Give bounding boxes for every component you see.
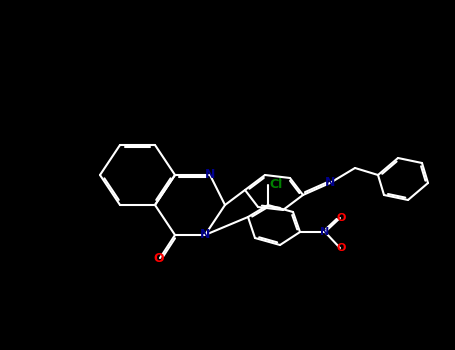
Text: ⁻: ⁻ <box>276 178 281 188</box>
Text: O: O <box>337 213 346 223</box>
Text: O: O <box>337 243 346 253</box>
Text: Cl: Cl <box>269 178 282 191</box>
Text: N: N <box>200 229 210 241</box>
Text: N: N <box>205 168 215 182</box>
Text: O: O <box>154 252 164 266</box>
Text: N: N <box>325 176 335 189</box>
Text: N: N <box>320 227 329 237</box>
